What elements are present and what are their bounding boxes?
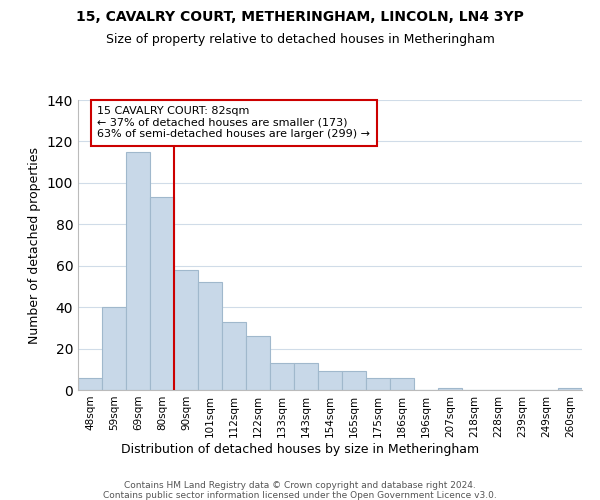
Text: 15 CAVALRY COURT: 82sqm
← 37% of detached houses are smaller (173)
63% of semi-d: 15 CAVALRY COURT: 82sqm ← 37% of detache… bbox=[97, 106, 370, 140]
Text: Size of property relative to detached houses in Metheringham: Size of property relative to detached ho… bbox=[106, 32, 494, 46]
Bar bbox=[198, 282, 222, 390]
Bar bbox=[174, 270, 198, 390]
Text: Contains HM Land Registry data © Crown copyright and database right 2024.: Contains HM Land Registry data © Crown c… bbox=[124, 481, 476, 490]
Bar bbox=[318, 372, 342, 390]
Bar bbox=[102, 307, 126, 390]
Bar bbox=[438, 388, 462, 390]
Y-axis label: Number of detached properties: Number of detached properties bbox=[28, 146, 41, 344]
Bar bbox=[342, 372, 366, 390]
Bar bbox=[222, 322, 246, 390]
Bar bbox=[246, 336, 270, 390]
Text: 15, CAVALRY COURT, METHERINGHAM, LINCOLN, LN4 3YP: 15, CAVALRY COURT, METHERINGHAM, LINCOLN… bbox=[76, 10, 524, 24]
Bar bbox=[78, 378, 102, 390]
Bar bbox=[126, 152, 150, 390]
Bar bbox=[294, 363, 318, 390]
Text: Contains public sector information licensed under the Open Government Licence v3: Contains public sector information licen… bbox=[103, 491, 497, 500]
Text: Distribution of detached houses by size in Metheringham: Distribution of detached houses by size … bbox=[121, 442, 479, 456]
Bar bbox=[270, 363, 294, 390]
Bar bbox=[366, 378, 390, 390]
Bar bbox=[558, 388, 582, 390]
Bar bbox=[150, 198, 174, 390]
Bar bbox=[390, 378, 414, 390]
